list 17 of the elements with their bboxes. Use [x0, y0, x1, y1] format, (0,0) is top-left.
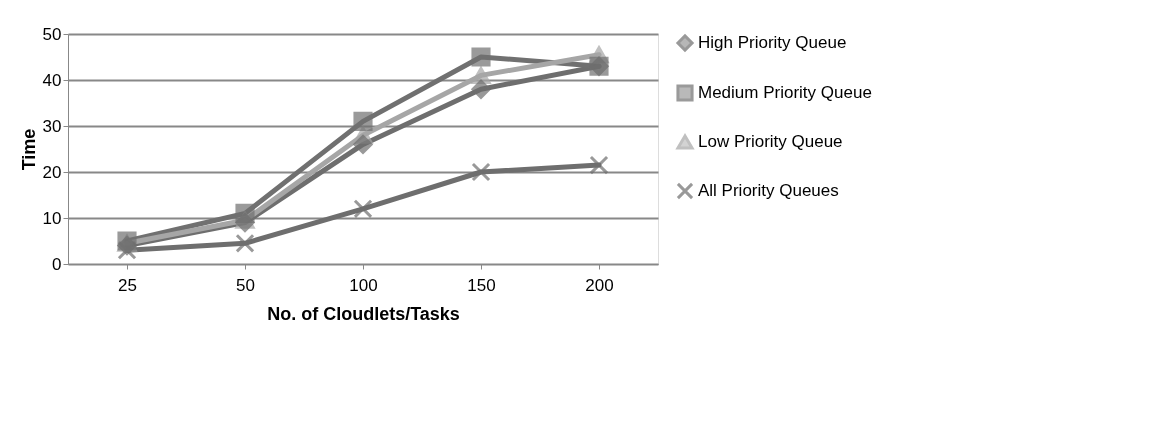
y-tick-label: 0 — [52, 254, 62, 274]
x-tick-label: 25 — [118, 275, 137, 295]
legend-label: All Priority Queues — [698, 181, 839, 200]
y-tick-label: 50 — [42, 24, 62, 44]
x-tick-label: 200 — [585, 275, 614, 295]
y-axis-title: Time — [18, 128, 39, 171]
x-axis-title: No. of Cloudlets/Tasks — [267, 303, 460, 324]
y-tick-label: 30 — [42, 116, 62, 136]
legend-label: Low Priority Queue — [698, 132, 843, 151]
legend-label: High Priority Queue — [698, 33, 847, 52]
legend-label: Medium Priority Queue — [698, 83, 872, 102]
x-tick-label: 50 — [236, 275, 255, 295]
y-tick-label: 40 — [42, 70, 62, 90]
x-tick-label: 150 — [467, 275, 496, 295]
x-tick-label: 100 — [349, 275, 378, 295]
y-tick-label: 10 — [42, 208, 62, 228]
y-tick-label: 20 — [42, 162, 62, 182]
